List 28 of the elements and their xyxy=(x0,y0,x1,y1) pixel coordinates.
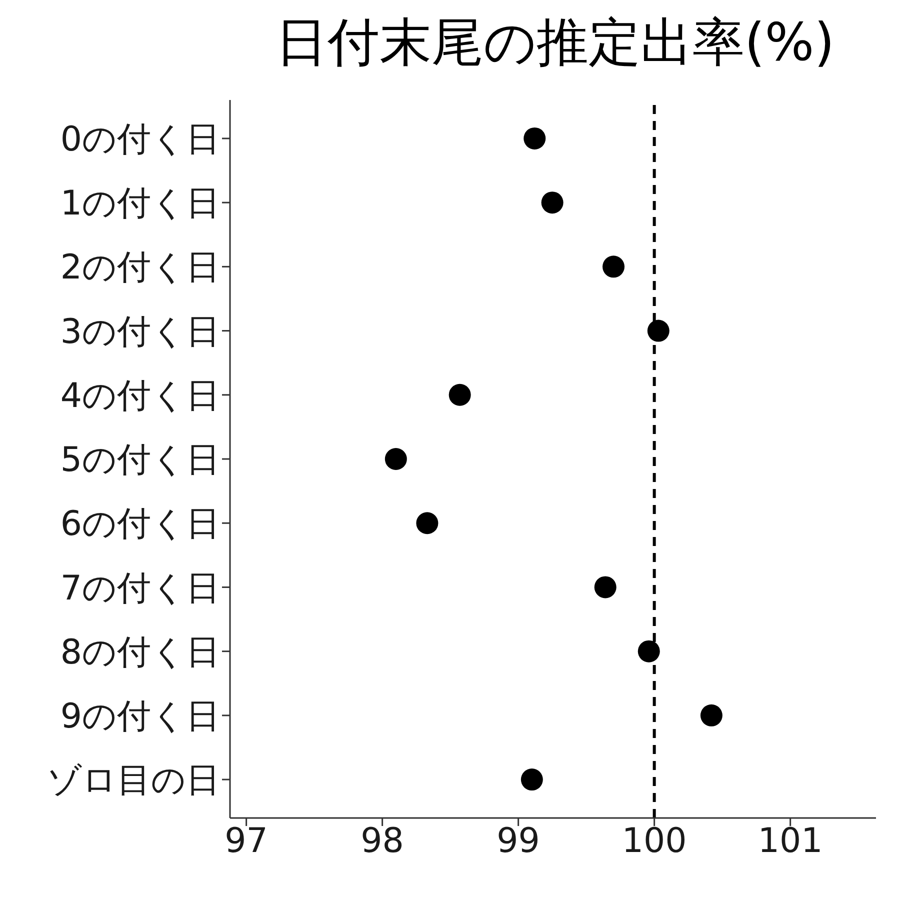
x-tick-label: 97 xyxy=(224,821,268,862)
y-tick-label: 7の付く日 xyxy=(60,568,220,608)
y-tick-label: ゾロ目の日 xyxy=(47,760,220,801)
y-tick-label: 3の付く日 xyxy=(60,312,220,352)
y-tick-label: 8の付く日 xyxy=(60,632,220,672)
point xyxy=(647,320,670,342)
point xyxy=(448,384,471,406)
point xyxy=(602,256,625,278)
point xyxy=(524,127,546,150)
point xyxy=(384,448,407,470)
x-tick-label: 100 xyxy=(622,821,687,862)
y-tick-label: 0の付く日 xyxy=(60,120,220,160)
point xyxy=(700,704,722,726)
y-tick-label: 9の付く日 xyxy=(60,696,220,736)
point xyxy=(638,640,660,662)
x-tick-label: 98 xyxy=(360,821,404,862)
point xyxy=(416,512,438,534)
y-tick-label: 4の付く日 xyxy=(60,376,220,416)
y-tick-label: 6の付く日 xyxy=(60,504,220,544)
x-tick-label: 101 xyxy=(758,821,823,862)
point xyxy=(520,768,543,791)
y-tick-label: 1の付く日 xyxy=(60,184,220,224)
chart-title: 日付末尾の推定出率(%) xyxy=(274,12,836,75)
y-tick-label: 2の付く日 xyxy=(60,248,220,288)
point xyxy=(541,192,564,214)
y-tick-label: 5の付く日 xyxy=(60,440,220,480)
point xyxy=(594,576,616,598)
x-tick-label: 99 xyxy=(496,821,540,862)
